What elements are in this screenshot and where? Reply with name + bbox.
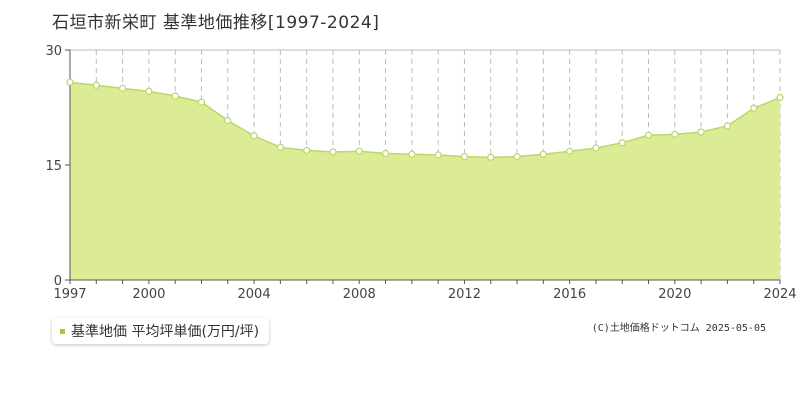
data-point [303, 146, 311, 155]
y-tick-label: 15 [45, 159, 62, 174]
data-point [145, 87, 153, 96]
data-point [460, 152, 469, 161]
data-point [408, 150, 416, 158]
area-chart: 0 15 30 1997 2000 2004 2008 2012 2016 2020 2024 [45, 44, 796, 300]
x-tick-label: 2016 [553, 287, 586, 300]
data-point [776, 93, 784, 102]
data-point [750, 104, 758, 112]
y-tick-label: 0 [54, 274, 62, 289]
data-point [66, 78, 74, 86]
tick-labels: 0 15 30 1997 2000 2004 2008 2012 2016 2020 2024 [45, 44, 796, 300]
data-point [250, 132, 258, 140]
x-tick-label: 1997 [53, 287, 86, 300]
x-tick-label: 2012 [448, 287, 481, 300]
data-point [329, 148, 337, 156]
area-series [69, 81, 781, 280]
x-tick-label: 2008 [343, 287, 376, 300]
data-point [618, 139, 626, 147]
series-line [69, 81, 781, 159]
axes [65, 49, 781, 284]
x-tick-label: 2020 [658, 287, 691, 300]
credit-text: (C)土地価格ドットコム 2025-05-05 [591, 323, 766, 334]
data-point [381, 149, 390, 158]
data-point [592, 144, 600, 152]
chart-title: 石垣市新栄町 基準地価推移[1997-2024] [52, 13, 380, 33]
data-point [671, 130, 679, 138]
data-markers [66, 78, 784, 161]
data-point [723, 122, 732, 130]
legend-swatch [60, 328, 65, 334]
data-point [224, 116, 232, 125]
data-point [566, 147, 574, 155]
data-point [197, 98, 206, 106]
data-point [171, 92, 179, 100]
x-tick-label: 2000 [132, 287, 165, 300]
legend-label: 基準地価 平均坪単価(万円/坪) [71, 324, 260, 340]
data-point [434, 151, 442, 159]
x-tick-label: 2004 [238, 287, 271, 300]
data-point [355, 147, 363, 155]
legend: 基準地価 平均坪単価(万円/坪) [52, 318, 270, 344]
data-point [513, 152, 521, 161]
data-point [644, 131, 653, 139]
data-point [276, 143, 284, 151]
data-point [118, 84, 127, 92]
series-area-fill [70, 82, 780, 280]
data-point [92, 81, 100, 89]
data-point [539, 150, 547, 158]
data-point [487, 153, 495, 161]
data-point [697, 128, 705, 136]
x-tick-label: 2024 [763, 287, 796, 300]
y-tick-label: 30 [45, 44, 62, 59]
